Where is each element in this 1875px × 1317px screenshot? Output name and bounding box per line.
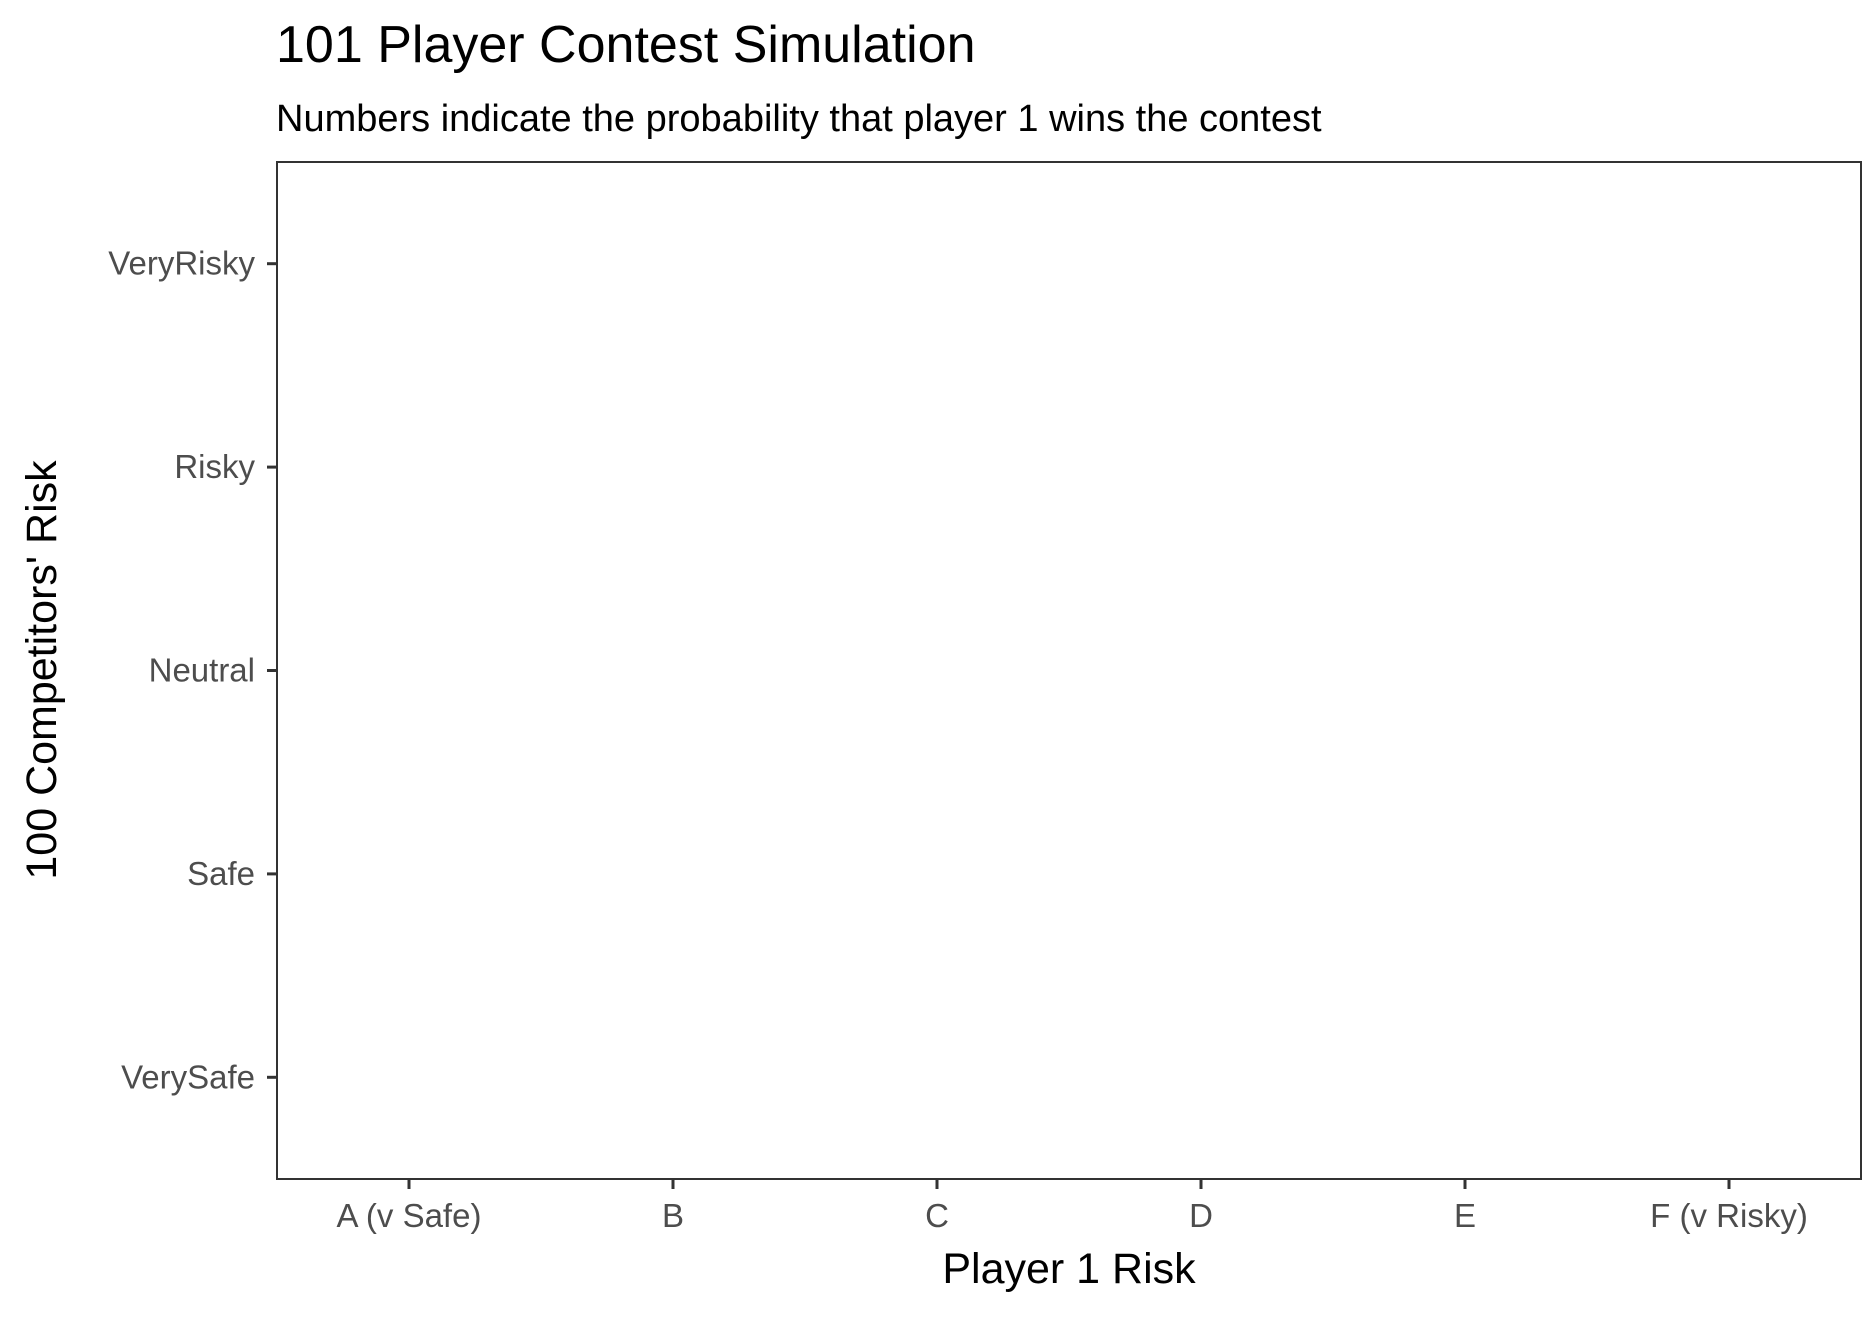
x-tick-label: B	[662, 1197, 684, 1234]
chart-subtitle: Numbers indicate the probability that pl…	[276, 98, 1322, 140]
y-tick-label: Risky	[174, 448, 255, 485]
x-tick-label: C	[925, 1197, 949, 1234]
y-tick-label: Neutral	[149, 652, 255, 689]
x-tick-label: D	[1189, 1197, 1213, 1234]
y-axis-title: 100 Competitors' Risk	[18, 460, 66, 880]
x-axis: A (v Safe) B C D E F (v Risky)	[337, 1179, 1808, 1234]
y-tick-label: VerySafe	[121, 1058, 255, 1095]
chart-title: 101 Player Contest Simulation	[276, 16, 976, 74]
y-tick-label: Safe	[187, 855, 255, 892]
x-tick-label: E	[1454, 1197, 1476, 1234]
x-axis-title: Player 1 Risk	[942, 1245, 1196, 1293]
x-tick-label: A (v Safe)	[337, 1197, 482, 1234]
y-tick-label: VeryRisky	[108, 245, 255, 282]
y-axis: VerySafe Safe Neutral Risky VeryRisky	[108, 245, 277, 1095]
x-tick-label: F (v Risky)	[1650, 1197, 1808, 1234]
